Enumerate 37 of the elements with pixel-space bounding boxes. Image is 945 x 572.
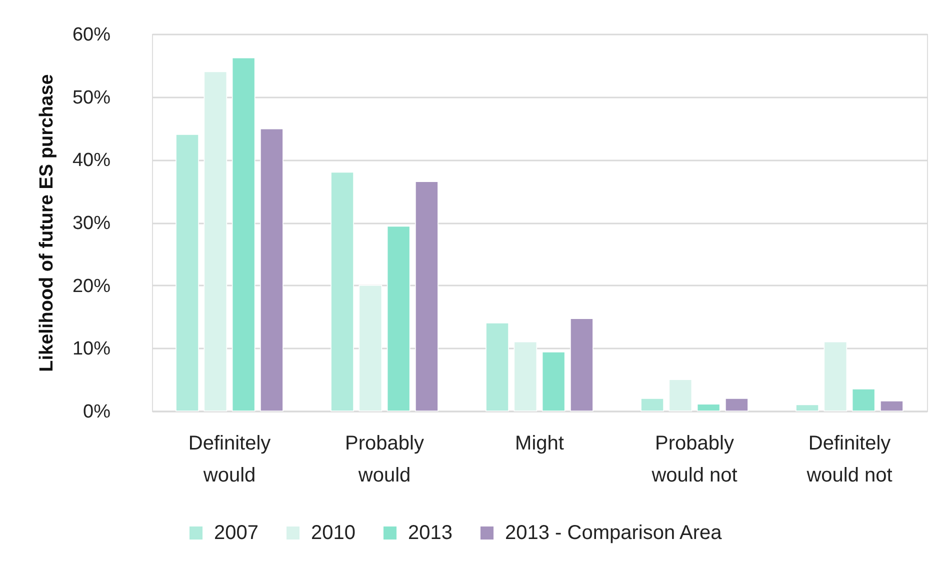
bar [260,128,284,412]
bar [330,172,354,412]
bar [386,226,410,412]
bar [668,379,692,412]
x-tick-label: Might [515,432,564,454]
x-tick-label: Probably would not [650,432,738,486]
x-tick-label: Definitely would not [806,432,893,486]
bar [852,388,876,412]
x-tick-label: Definitely would [188,432,271,486]
legend-label: 2013 - Comparison Area [505,522,723,544]
x-tick-label: Probably would [345,432,424,486]
legend-label: 2013 [408,522,452,544]
y-axis-title: Likelihood of future ES purchase [36,74,58,372]
bar [232,57,256,412]
y-tick-label: 50% [72,87,111,108]
bar [486,322,509,412]
bar [824,341,848,412]
bar [570,318,594,412]
bar [640,398,664,412]
y-tick-label: 20% [72,276,111,297]
y-tick-label: 10% [72,338,111,360]
bar [725,398,748,412]
bar [696,404,720,412]
bar [204,71,228,412]
legend-label: 2007 [214,522,258,544]
bar [880,400,904,412]
y-tick-label: 30% [72,213,111,234]
legend-label: 2010 [311,522,356,544]
bar [415,181,438,412]
y-tick-label: 0% [83,402,111,422]
bar [514,341,538,412]
bar [358,284,382,412]
bar [542,352,566,412]
bar [796,404,819,412]
y-tick-label: 40% [72,150,111,172]
bar [176,134,199,412]
y-tick-label: 60% [72,24,111,46]
